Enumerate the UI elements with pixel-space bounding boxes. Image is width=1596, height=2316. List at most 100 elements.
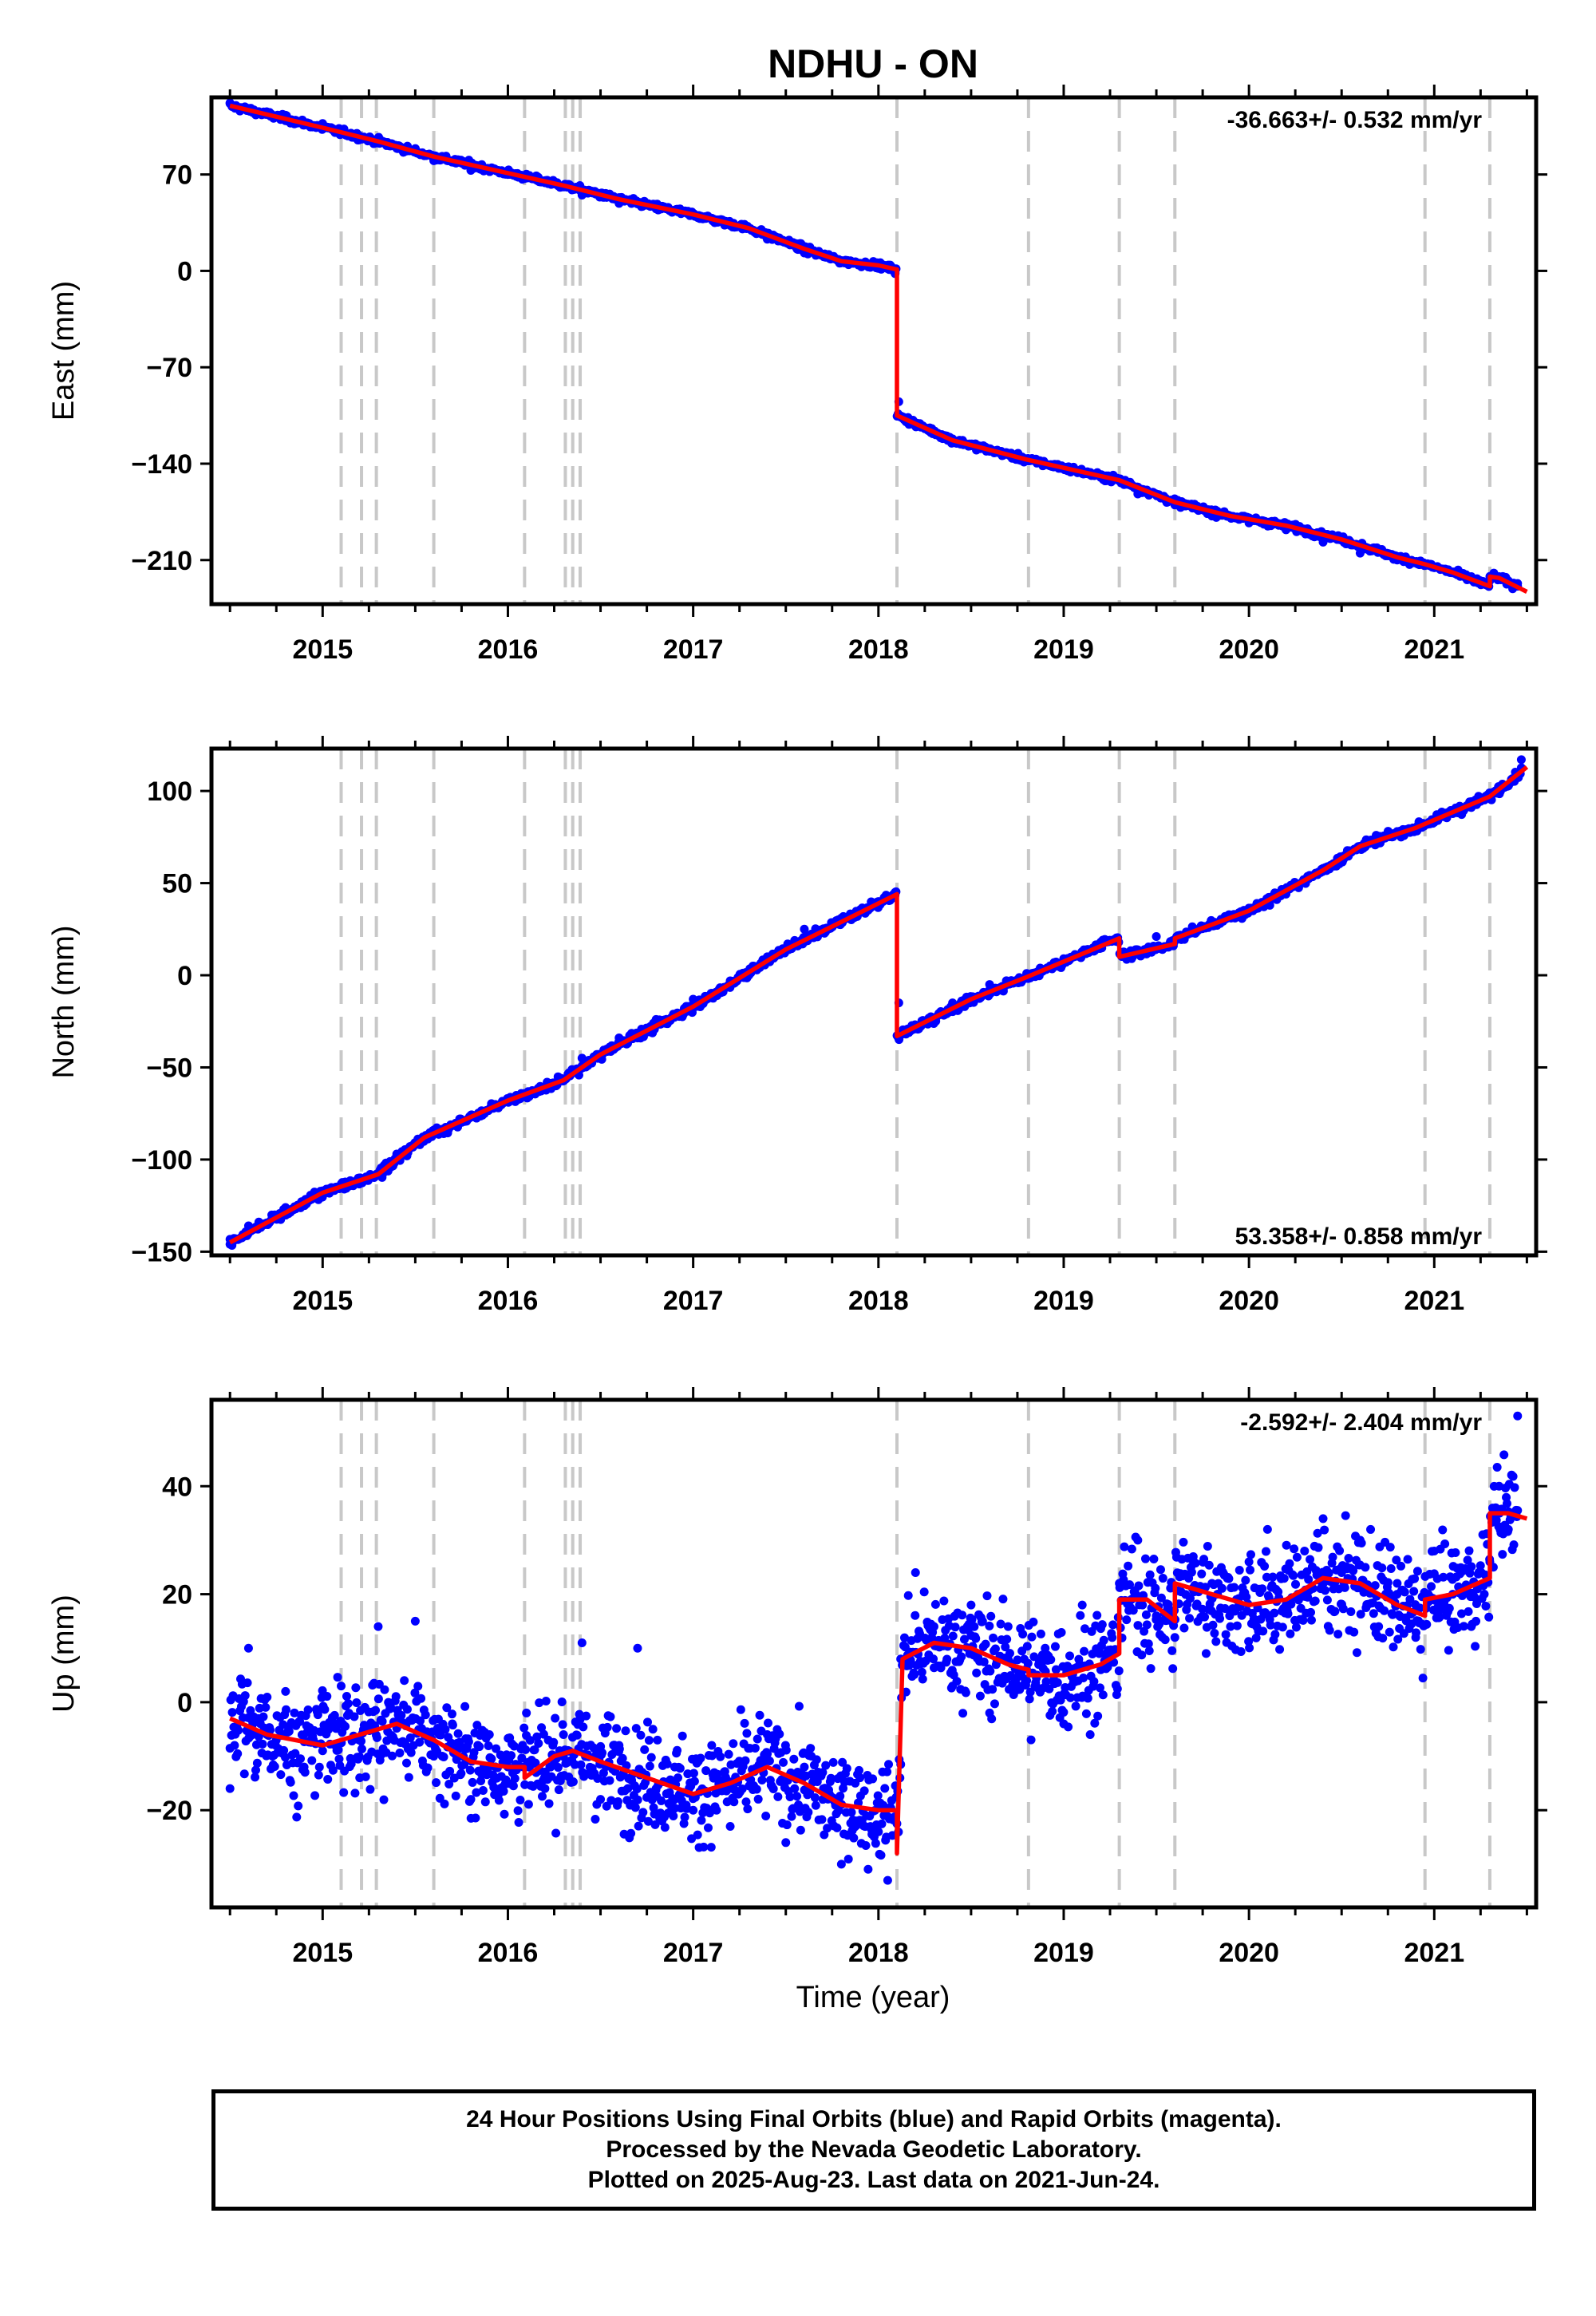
north-rate-label: 53.358+/- 0.858 mm/yr bbox=[1235, 1223, 1483, 1250]
up-data-point bbox=[1151, 1583, 1160, 1593]
up-data-point bbox=[930, 1599, 940, 1609]
up-data-point bbox=[1185, 1614, 1195, 1623]
up-data-point bbox=[1464, 1546, 1474, 1555]
up-data-point bbox=[514, 1818, 523, 1828]
up-data-point bbox=[703, 1823, 713, 1832]
up-data-point bbox=[623, 1784, 633, 1793]
up-data-point bbox=[800, 1762, 809, 1772]
up-data-point bbox=[1141, 1610, 1151, 1619]
north-x-tick-label: 2015 bbox=[292, 1286, 353, 1316]
up-data-point bbox=[1149, 1555, 1159, 1564]
up-data-point bbox=[341, 1721, 350, 1731]
up-data-point bbox=[1444, 1603, 1454, 1613]
up-model-line bbox=[229, 1511, 1528, 1856]
north-x-tick-label: 2020 bbox=[1219, 1286, 1279, 1316]
up-data-point bbox=[1134, 1581, 1144, 1591]
up-data-point bbox=[787, 1812, 796, 1821]
up-data-point bbox=[699, 1842, 709, 1852]
up-data-point bbox=[537, 1723, 547, 1733]
east-x-tick-label: 2017 bbox=[663, 634, 724, 665]
up-data-point bbox=[357, 1745, 366, 1754]
up-data-point bbox=[448, 1719, 457, 1729]
up-data-point bbox=[447, 1738, 456, 1748]
up-data-point bbox=[1120, 1542, 1129, 1551]
up-data-point bbox=[1374, 1622, 1384, 1631]
up-data-point bbox=[1378, 1634, 1388, 1643]
up-data-point bbox=[1318, 1514, 1328, 1524]
up-data-point bbox=[1476, 1561, 1485, 1571]
up-data-point bbox=[1467, 1622, 1476, 1631]
up-data-point bbox=[476, 1776, 486, 1785]
up-data-point bbox=[753, 1734, 762, 1744]
up-data-point bbox=[1018, 1630, 1028, 1639]
up-data-point bbox=[406, 1748, 416, 1757]
up-data-point bbox=[1268, 1572, 1278, 1582]
up-data-point bbox=[958, 1611, 967, 1620]
up-data-point bbox=[568, 1777, 578, 1787]
up-data-point bbox=[343, 1699, 353, 1709]
up-data-point bbox=[942, 1654, 952, 1664]
up-data-point bbox=[1393, 1634, 1403, 1644]
up-data-point bbox=[670, 1804, 680, 1813]
up-data-point bbox=[863, 1864, 873, 1874]
up-data-point bbox=[234, 1725, 243, 1735]
up-data-point bbox=[646, 1753, 656, 1762]
up-data-point bbox=[1300, 1546, 1310, 1555]
up-data-point bbox=[1146, 1664, 1156, 1674]
up-data-point bbox=[1245, 1643, 1254, 1653]
up-data-point bbox=[1435, 1612, 1444, 1622]
up-data-point bbox=[313, 1710, 322, 1720]
up-data-point bbox=[380, 1685, 389, 1694]
up-data-point bbox=[230, 1741, 239, 1750]
up-data-point bbox=[988, 1685, 998, 1694]
up-data-point bbox=[966, 1600, 976, 1610]
north-data-point bbox=[689, 994, 698, 1004]
up-data-point bbox=[763, 1729, 772, 1739]
up-data-point bbox=[1079, 1674, 1088, 1683]
up-data-point bbox=[1349, 1566, 1358, 1575]
up-data-point bbox=[1335, 1546, 1345, 1555]
up-data-point bbox=[1303, 1592, 1313, 1602]
up-data-point bbox=[1286, 1629, 1295, 1638]
up-data-point bbox=[1103, 1662, 1112, 1672]
up-data-point bbox=[1513, 1506, 1523, 1516]
footer-line-1: 24 Hour Positions Using Final Orbits (bl… bbox=[466, 2106, 1282, 2132]
up-data-point bbox=[322, 1692, 332, 1701]
up-data-point bbox=[1405, 1595, 1415, 1604]
up-data-point bbox=[1041, 1677, 1051, 1686]
up-data-point bbox=[1385, 1627, 1394, 1637]
up-data-point bbox=[823, 1824, 832, 1833]
up-data-point bbox=[1386, 1564, 1396, 1574]
up-data-point bbox=[445, 1766, 455, 1776]
up-data-point bbox=[553, 1763, 563, 1773]
up-data-point bbox=[1140, 1554, 1150, 1563]
up-data-point bbox=[1246, 1550, 1255, 1559]
up-rate-label: -2.592+/- 2.404 mm/yr bbox=[1240, 1409, 1482, 1436]
up-data-point bbox=[972, 1668, 982, 1678]
up-data-point bbox=[707, 1751, 717, 1761]
up-data-point bbox=[643, 1816, 653, 1826]
up-data-point bbox=[1471, 1642, 1480, 1651]
up-data-point bbox=[757, 1775, 767, 1784]
up-data-point bbox=[1459, 1622, 1468, 1631]
up-data-point bbox=[1127, 1544, 1136, 1554]
up-x-tick-label: 2018 bbox=[848, 1938, 909, 1968]
up-data-point bbox=[859, 1786, 869, 1796]
up-data-point bbox=[811, 1800, 820, 1810]
up-data-point bbox=[725, 1822, 735, 1832]
up-data-point bbox=[868, 1774, 878, 1784]
up-data-point bbox=[689, 1805, 698, 1815]
up-data-point bbox=[804, 1808, 813, 1817]
up-data-point bbox=[640, 1745, 650, 1754]
up-data-point bbox=[251, 1765, 261, 1775]
up-data-point bbox=[764, 1718, 773, 1728]
up-data-point bbox=[494, 1796, 504, 1805]
up-data-point bbox=[1306, 1607, 1316, 1617]
up-data-point bbox=[636, 1730, 646, 1740]
up-data-point bbox=[551, 1713, 560, 1723]
up-data-point bbox=[1356, 1610, 1365, 1619]
up-data-point bbox=[1412, 1567, 1422, 1576]
up-data-point bbox=[225, 1784, 235, 1793]
up-data-point bbox=[415, 1737, 425, 1747]
up-data-point bbox=[240, 1691, 250, 1701]
